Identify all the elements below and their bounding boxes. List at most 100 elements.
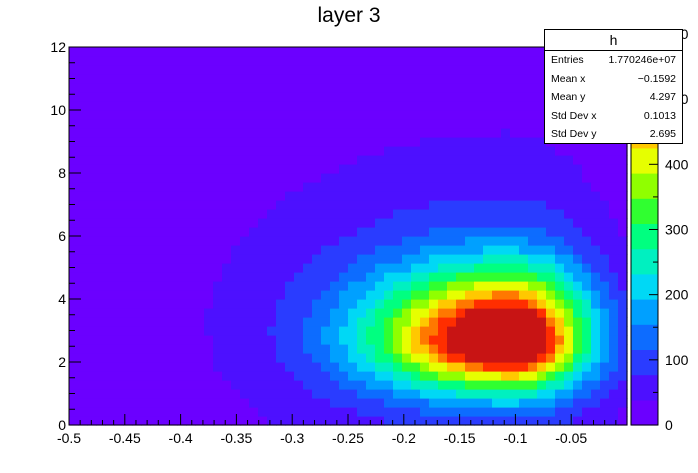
heatmap-cell bbox=[276, 371, 286, 381]
heatmap-cell bbox=[276, 299, 286, 309]
heatmap-cell bbox=[510, 74, 520, 84]
heatmap-cell bbox=[501, 362, 511, 372]
heatmap-cell bbox=[537, 290, 547, 300]
heatmap-cell bbox=[78, 344, 88, 354]
heatmap-cell bbox=[519, 209, 529, 219]
heatmap-cell bbox=[213, 263, 223, 273]
heatmap-cell bbox=[357, 272, 367, 282]
heatmap-cell bbox=[195, 83, 205, 93]
heatmap-cell bbox=[159, 173, 169, 183]
heatmap-cell bbox=[321, 191, 331, 201]
x-tick-label: -0.15 bbox=[444, 430, 476, 446]
heatmap-cell bbox=[339, 137, 349, 147]
heatmap-cell bbox=[357, 191, 367, 201]
heatmap-cell bbox=[528, 236, 538, 246]
heatmap-cell bbox=[501, 416, 511, 426]
heatmap-cell bbox=[492, 335, 502, 345]
heatmap-cell bbox=[96, 407, 106, 417]
heatmap-cell bbox=[114, 65, 124, 75]
heatmap-cell bbox=[267, 128, 277, 138]
heatmap-cell bbox=[78, 146, 88, 156]
heatmap-cell bbox=[330, 371, 340, 381]
heatmap-cell bbox=[150, 173, 160, 183]
heatmap-cell bbox=[420, 254, 430, 264]
heatmap-cell bbox=[204, 380, 214, 390]
heatmap-cell bbox=[105, 344, 115, 354]
heatmap-cell bbox=[492, 200, 502, 210]
heatmap-cell bbox=[168, 371, 178, 381]
heatmap-cell bbox=[339, 353, 349, 363]
heatmap-cell bbox=[249, 308, 259, 318]
heatmap-cell bbox=[474, 146, 484, 156]
heatmap-cell bbox=[285, 155, 295, 165]
heatmap-cell bbox=[249, 218, 259, 228]
heatmap-cell bbox=[411, 56, 421, 66]
heatmap-cell bbox=[402, 272, 412, 282]
heatmap-cell bbox=[123, 74, 133, 84]
heatmap-cell bbox=[528, 290, 538, 300]
heatmap-cell bbox=[312, 218, 322, 228]
heatmap-cell bbox=[222, 110, 232, 120]
heatmap-cell bbox=[168, 344, 178, 354]
heatmap-cell bbox=[501, 101, 511, 111]
heatmap-cell bbox=[546, 218, 556, 228]
heatmap-cell bbox=[132, 263, 142, 273]
heatmap-cell bbox=[429, 128, 439, 138]
heatmap-cell bbox=[285, 173, 295, 183]
heatmap-cell bbox=[132, 326, 142, 336]
heatmap-cell bbox=[312, 290, 322, 300]
heatmap-cell bbox=[555, 281, 565, 291]
heatmap-cell bbox=[321, 101, 331, 111]
heatmap-cell bbox=[204, 317, 214, 327]
heatmap-cell bbox=[132, 128, 142, 138]
heatmap-cell bbox=[132, 146, 142, 156]
heatmap-cell bbox=[294, 227, 304, 237]
heatmap-cell bbox=[285, 407, 295, 417]
heatmap-cell bbox=[339, 218, 349, 228]
heatmap-cell bbox=[465, 137, 475, 147]
heatmap-cell bbox=[330, 119, 340, 129]
heatmap-cell bbox=[438, 245, 448, 255]
heatmap-cell bbox=[87, 326, 97, 336]
heatmap-cell bbox=[573, 227, 583, 237]
heatmap-cell bbox=[411, 155, 421, 165]
heatmap-cell bbox=[204, 416, 214, 426]
heatmap-cell bbox=[519, 407, 529, 417]
heatmap-cell bbox=[276, 281, 286, 291]
heatmap-cell bbox=[348, 74, 358, 84]
heatmap-cell bbox=[384, 164, 394, 174]
heatmap-cell bbox=[510, 389, 520, 399]
heatmap-cell bbox=[195, 92, 205, 102]
heatmap-cell bbox=[294, 110, 304, 120]
heatmap-cell bbox=[87, 299, 97, 309]
y-tick-label: 0 bbox=[58, 417, 66, 433]
heatmap-cell bbox=[132, 182, 142, 192]
heatmap-cell bbox=[267, 272, 277, 282]
heatmap-cell bbox=[195, 155, 205, 165]
heatmap-cell bbox=[222, 371, 232, 381]
heatmap-cell bbox=[609, 362, 619, 372]
heatmap-cell bbox=[195, 110, 205, 120]
heatmap-cell bbox=[411, 317, 421, 327]
heatmap-cell bbox=[123, 200, 133, 210]
heatmap-cell bbox=[321, 272, 331, 282]
heatmap-cell bbox=[213, 308, 223, 318]
heatmap-cell bbox=[600, 218, 610, 228]
heatmap-cell bbox=[213, 56, 223, 66]
heatmap-cell bbox=[312, 47, 322, 57]
heatmap-cell bbox=[294, 407, 304, 417]
heatmap-cell bbox=[429, 65, 439, 75]
heatmap-cell bbox=[600, 146, 610, 156]
heatmap-cell bbox=[348, 101, 358, 111]
heatmap-cell bbox=[258, 155, 268, 165]
heatmap-cell bbox=[447, 308, 457, 318]
heatmap-cell bbox=[222, 236, 232, 246]
heatmap-cell bbox=[375, 353, 385, 363]
heatmap-cell bbox=[384, 335, 394, 345]
heatmap-cell bbox=[303, 299, 313, 309]
heatmap-cell bbox=[222, 200, 232, 210]
heatmap-cell bbox=[105, 398, 115, 408]
heatmap-cell bbox=[618, 290, 628, 300]
heatmap-cell bbox=[78, 407, 88, 417]
heatmap-cell bbox=[537, 254, 547, 264]
